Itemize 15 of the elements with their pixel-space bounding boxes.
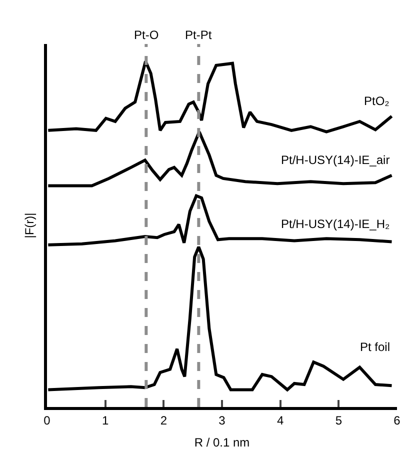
x-tick-label: 0 xyxy=(44,413,51,428)
x-tick-label: 6 xyxy=(394,413,401,428)
x-tick-label: 4 xyxy=(276,413,284,428)
ref-line-label: Pt-Pt xyxy=(185,28,212,42)
series-label: Pt/H-USY(14)-IE_H₂ xyxy=(281,217,390,231)
x-tick-label: 1 xyxy=(102,413,109,428)
x-tick-label: 5 xyxy=(335,413,342,428)
ref-line-label: Pt-O xyxy=(134,28,159,42)
series-label: Pt/H-USY(14)-IE_air xyxy=(281,153,390,167)
y-axis-title: |F(r)| xyxy=(22,212,36,238)
x-tick-label: 3 xyxy=(218,413,226,428)
series-label: PtO₂ xyxy=(364,94,390,108)
x-axis-title: R / 0.1 nm xyxy=(194,435,250,450)
series-label: Pt foil xyxy=(360,340,390,354)
x-tick-label: 2 xyxy=(160,413,168,428)
